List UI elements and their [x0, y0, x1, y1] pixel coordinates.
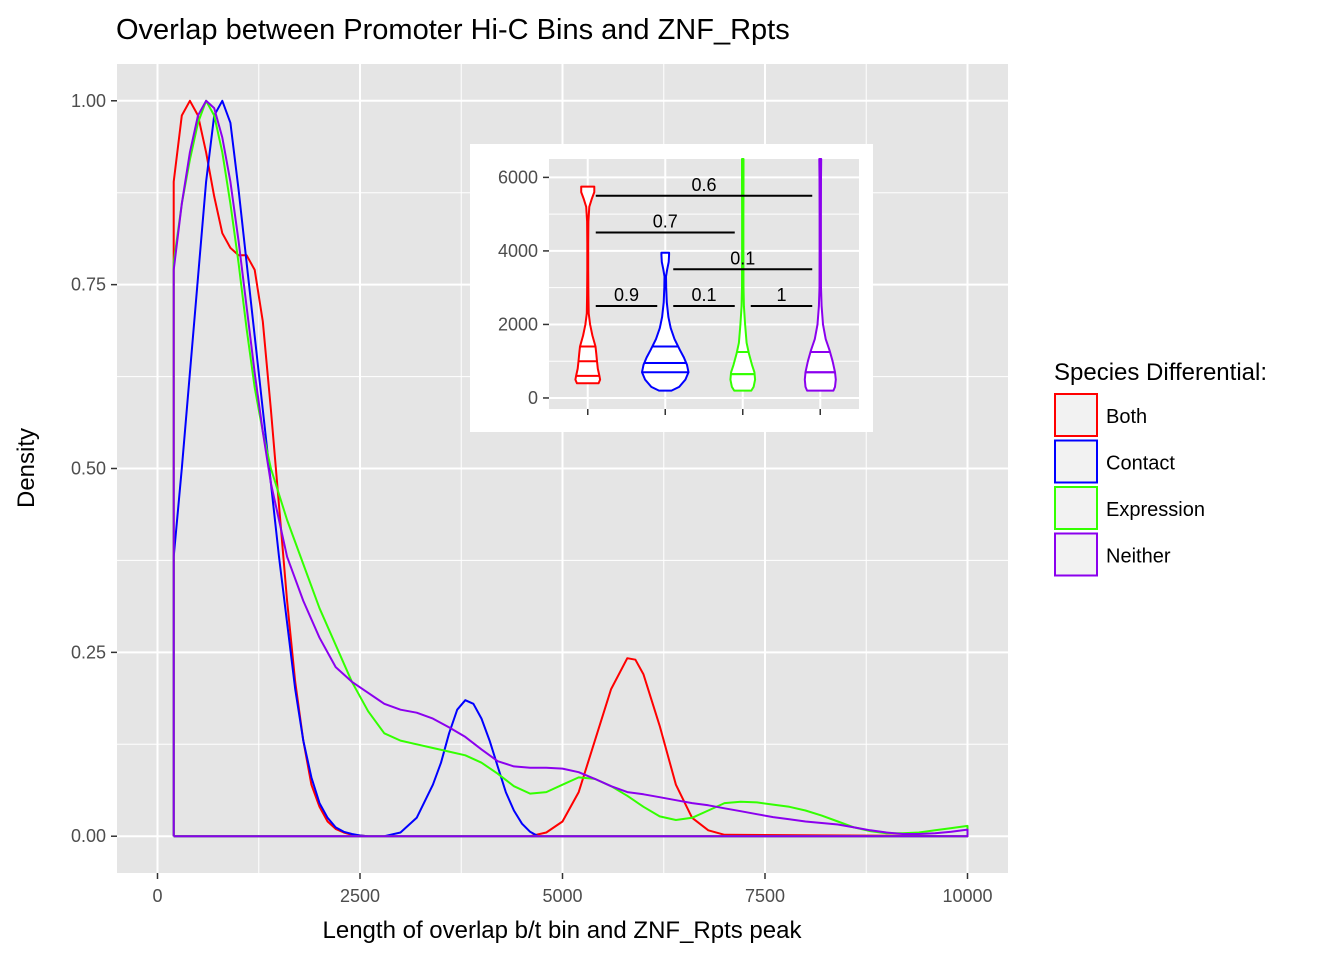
y-tick-label: 0.75: [71, 275, 106, 295]
comparison-p-value: 1: [776, 285, 786, 305]
density-line-expression: [172, 99, 969, 838]
legend: Species Differential: Both Contact Express…: [1054, 359, 1267, 577]
comparison-p-value: 0.1: [730, 248, 755, 268]
inset-y-tick-label: 2000: [498, 314, 538, 334]
inset-y-tick-label: 4000: [498, 241, 538, 261]
violin-contact: [641, 251, 690, 392]
legend-key-contact: [1054, 439, 1098, 484]
legend-label-neither: Neither: [1106, 546, 1171, 568]
y-tick-label: 1.00: [71, 91, 106, 111]
legend-label-both: Both: [1106, 406, 1147, 428]
inset-violin-plot: 0 2000 4000 6000 0.6 0.7 0.1 0.9 0.1 1: [470, 144, 873, 432]
x-tick-label: 10000: [942, 886, 992, 906]
violin-expression: [729, 158, 757, 392]
main-axes: 0 2500 5000 7500 10000 0.00 0.25 0.50 0.75 1.00: [71, 91, 993, 906]
legend-label-expression: Expression: [1106, 499, 1205, 521]
legend-key-both: [1054, 393, 1098, 437]
violin-neither: [803, 158, 837, 392]
density-line-contact: [172, 99, 969, 838]
inset-y-tick-label: 0: [528, 388, 538, 408]
x-tick-label: 5000: [542, 886, 582, 906]
legend-label-contact: Contact: [1106, 453, 1175, 475]
x-tick-label: 7500: [745, 886, 785, 906]
y-tick-label: 0.25: [71, 642, 106, 662]
x-axis-title: Length of overlap b/t bin and ZNF_Rpts p…: [323, 917, 803, 944]
legend-key-expression: [1054, 486, 1098, 530]
comparison-p-value: 0.6: [691, 175, 716, 195]
chart-title: Overlap between Promoter Hi-C Bins and Z…: [116, 14, 790, 46]
inset-y-tick-label: 6000: [498, 167, 538, 187]
y-tick-label: 0.00: [71, 826, 106, 846]
legend-title: Species Differential:: [1054, 359, 1267, 386]
y-tick-label: 0.50: [71, 459, 106, 479]
density-line-neither: [172, 99, 969, 838]
comparison-p-value: 0.7: [653, 212, 678, 232]
legend-key-neither: [1054, 532, 1098, 577]
comparison-p-value: 0.9: [614, 285, 639, 305]
x-tick-label: 2500: [340, 886, 380, 906]
comparison-p-value: 0.1: [691, 285, 716, 305]
y-axis-title: Density: [13, 428, 40, 508]
x-tick-label: 0: [152, 886, 162, 906]
